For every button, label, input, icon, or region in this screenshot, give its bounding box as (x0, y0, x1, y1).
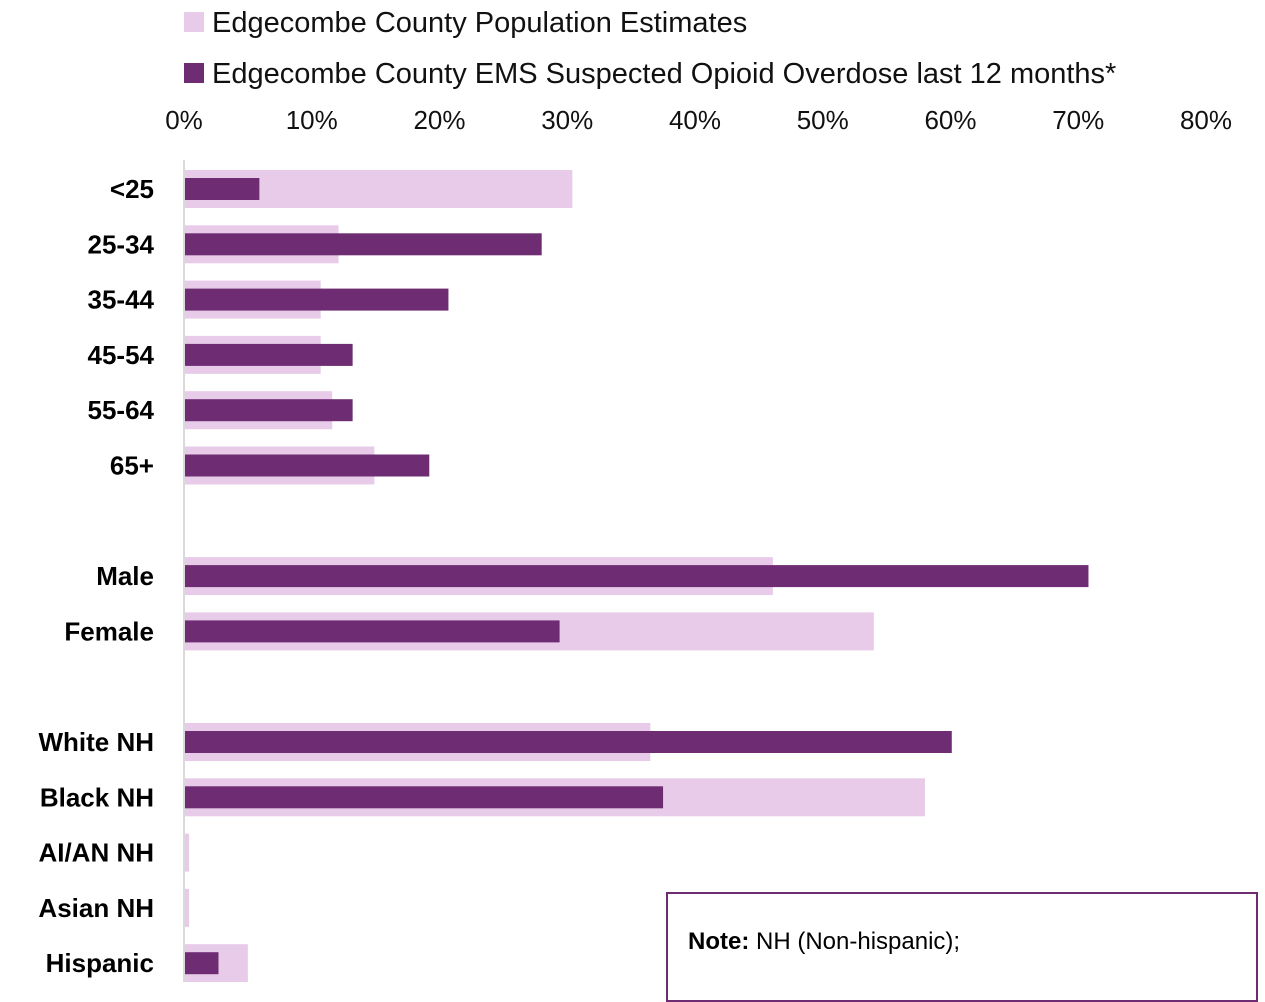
category-label-45-54: 45-54 (88, 340, 155, 370)
bar-ems-overdose-hispanic (184, 952, 219, 975)
x-tick-label-10: 10% (286, 105, 338, 135)
legend-swatch-2 (184, 63, 204, 83)
x-tick-label-20: 20% (413, 105, 465, 135)
bar-ems-overdose-25-34 (184, 233, 542, 256)
category-label-25-34: 25-34 (88, 229, 155, 259)
x-tick-label-80: 80% (1180, 105, 1232, 135)
legend-label-2: Edgecombe County EMS Suspected Opioid Ov… (212, 58, 1116, 90)
category-label-ai-an-nh: AI/AN NH (38, 838, 154, 868)
bar-ems-overdose-black-nh (184, 786, 664, 809)
x-tick-label-30: 30% (541, 105, 593, 135)
note-body: NH (Non-hispanic); (749, 928, 961, 955)
category-labels: <25 25-34 35-44 45-54 55-64 65+ Male Female Whit… (38, 174, 154, 978)
category-label-white-nh: White NH (38, 727, 154, 757)
bar-ems-overdose-white-nh (184, 731, 952, 753)
bar-ems-overdose-female (184, 620, 560, 643)
category-label-65: 65+ (110, 451, 154, 481)
legend-label-1: Edgecombe County Population Estimates (212, 7, 747, 39)
x-tick-label-70: 70% (1052, 105, 1104, 135)
note-box: Note: NH (Non-hispanic); (666, 892, 1258, 1002)
category-label-black-nh: Black NH (40, 782, 154, 812)
note-text: Note: NH (Non-hispanic); (688, 928, 960, 956)
bar-ems-overdose-45-54 (184, 343, 353, 366)
bar-population-ai-an-nh (184, 833, 190, 872)
bar-ems-overdose-male (184, 565, 1089, 588)
category-label-hispanic: Hispanic (46, 948, 154, 978)
x-tick-label-50: 50% (797, 105, 849, 135)
bar-population-asian-nh (184, 888, 190, 927)
category-label-25: <25 (110, 174, 154, 204)
bar-ems-overdose-65 (184, 454, 430, 477)
bars (184, 170, 1089, 982)
x-tick-label-0: 0% (165, 105, 203, 135)
category-label-55-64: 55-64 (88, 395, 155, 425)
x-tick-label-40: 40% (669, 105, 721, 135)
x-tick-label-60: 60% (924, 105, 976, 135)
legend: Edgecombe County Population Estimates Edg… (184, 7, 1116, 90)
bar-ems-overdose-35-44 (184, 288, 449, 311)
category-label-35-44: 35-44 (88, 285, 155, 315)
note-label: Note: (688, 928, 750, 955)
x-axis-ticks: 0% 10% 20% 30% 40% 50% 60% 70% 80% (165, 105, 1232, 135)
category-label-female: Female (64, 616, 154, 646)
bar-ems-overdose-55-64 (184, 399, 353, 422)
legend-swatch-1 (184, 12, 204, 32)
bar-ems-overdose-25 (184, 178, 260, 200)
category-label-asian-nh: Asian NH (38, 893, 154, 923)
category-label-male: Male (96, 561, 154, 591)
